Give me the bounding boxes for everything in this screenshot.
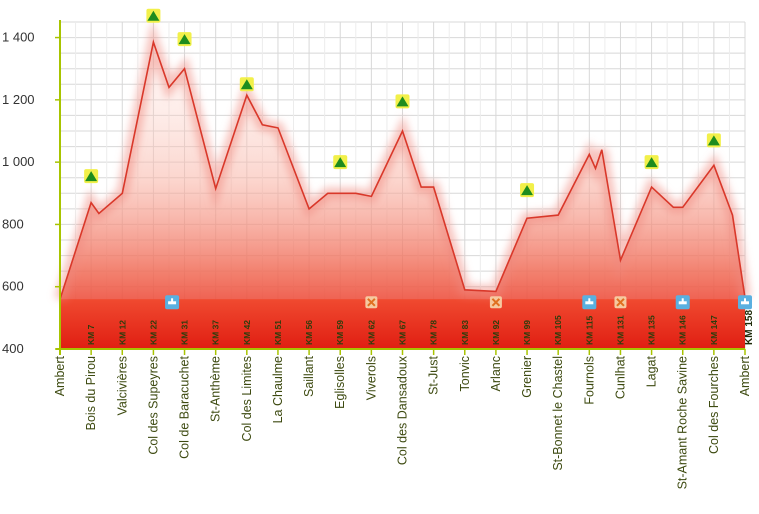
- water-tap-icon-pipe: [168, 301, 177, 305]
- category-label: Arlanc: [489, 356, 503, 391]
- km-label: KM 51: [273, 320, 283, 345]
- tools-icon-stroke: [367, 298, 376, 307]
- category-label: Ambert: [53, 355, 67, 396]
- category-label: Col de Baracuchet: [178, 355, 192, 458]
- km-label: KM 105: [553, 315, 563, 345]
- profile-fill: [60, 42, 745, 349]
- water-tap-icon-handle: [588, 298, 591, 303]
- mountain-icon: [85, 171, 98, 182]
- water-tap-icon-handle: [171, 298, 174, 303]
- tools-icon-stroke: [616, 298, 625, 307]
- category-label: Eglisolles: [333, 356, 347, 409]
- y-tick-label: 600: [2, 279, 24, 294]
- y-tick-label: 1 200: [2, 92, 35, 107]
- category-label: Col des Fourches: [707, 356, 721, 454]
- km-label: KM 42: [242, 320, 252, 345]
- y-tick-label: 400: [2, 341, 24, 356]
- category-label: St-Anthème: [209, 356, 223, 422]
- category-label: Cunlhat: [613, 355, 627, 399]
- y-tick-label: 1 400: [2, 30, 35, 45]
- km-label: KM 158: [744, 310, 755, 345]
- mountain-icon: [240, 79, 253, 90]
- mountain-icon: [707, 135, 720, 146]
- km-label: KM 99: [522, 320, 532, 345]
- tools-icon: [365, 296, 378, 309]
- water-tap-icon-handle: [744, 298, 746, 303]
- category-label: Grenier: [520, 356, 534, 398]
- water-tap-icon: [582, 295, 597, 310]
- summit-icon: [520, 183, 535, 198]
- water-tap-icon-pipe: [678, 301, 687, 305]
- km-label: KM 22: [148, 320, 158, 345]
- mountain-icon: [521, 185, 534, 196]
- km-label: KM 147: [709, 315, 719, 345]
- tools-icon: [489, 296, 502, 309]
- summit-icon: [706, 133, 721, 148]
- km-markers: KM 7 KM 12 KM 22 KM 31 KM 37 KM 42 KM 51 KM 56 K…: [86, 310, 755, 345]
- profile-line: [59, 39, 746, 300]
- route-icons: [84, 8, 752, 310]
- km-label: KM 31: [180, 320, 190, 345]
- km-label: KM 12: [117, 320, 127, 345]
- water-tap-icon-handle: [681, 298, 684, 303]
- category-label: Valcivières: [115, 356, 129, 416]
- category-label: St-Bonnet le Chastel: [551, 356, 565, 471]
- summit-icon: [333, 155, 348, 170]
- summit-icon: [644, 155, 659, 170]
- summit-icon: [84, 169, 99, 184]
- water-tap-icon: [675, 295, 690, 310]
- category-label: Fournols: [582, 356, 596, 405]
- x-axis-categories: Ambert Bois du Pirou Valcivières Col des Su…: [53, 355, 752, 489]
- category-label: Saillant: [302, 355, 316, 397]
- category-label: Tonvic: [458, 356, 472, 391]
- category-label: Viverols: [364, 356, 378, 400]
- km-label: KM 92: [491, 320, 501, 345]
- y-axis-ticks: 400 600 800 1 000 1 200 1 400: [2, 30, 60, 356]
- category-label: Col des Limites: [240, 356, 254, 441]
- category-label: La Chaulme: [271, 356, 285, 423]
- km-label: KM 146: [678, 315, 688, 345]
- category-label: St-Just: [427, 355, 441, 394]
- water-tap-icon-pipe: [741, 301, 749, 305]
- category-label: Bois du Pirou: [84, 356, 98, 430]
- km-label: KM 62: [366, 320, 376, 345]
- summit-icon: [146, 8, 161, 23]
- km-label: KM 135: [647, 315, 657, 345]
- category-label: Col des Dansadoux: [396, 355, 410, 465]
- category-label: Col des Supeyres: [146, 356, 160, 455]
- mountain-icon: [178, 34, 191, 45]
- axes: [56, 20, 746, 355]
- water-tap-icon-pipe: [585, 301, 594, 305]
- water-tap-icon: [165, 295, 180, 310]
- summit-icon: [395, 94, 410, 109]
- km-label: KM 59: [335, 320, 345, 345]
- km-label: KM 115: [584, 315, 594, 345]
- km-label: KM 131: [615, 315, 625, 345]
- mountain-icon: [396, 96, 409, 107]
- km-label: KM 56: [304, 320, 314, 345]
- km-label: KM 83: [460, 320, 470, 345]
- category-label: Ambert: [738, 355, 752, 396]
- tools-icon: [614, 296, 627, 309]
- summit-icon: [177, 32, 192, 47]
- y-tick-label: 1 000: [2, 154, 35, 169]
- category-label: Lagat: [645, 355, 659, 387]
- km-label: KM 78: [429, 320, 439, 345]
- mountain-icon: [147, 10, 160, 21]
- km-label: KM 37: [211, 320, 221, 345]
- summit-icon: [239, 77, 254, 92]
- mountain-icon: [334, 157, 347, 168]
- mountain-icon: [645, 157, 658, 168]
- y-tick-label: 800: [2, 216, 24, 231]
- km-label: KM 67: [398, 320, 408, 345]
- tools-icon-stroke: [491, 298, 501, 307]
- water-tap-icon: [738, 295, 752, 310]
- category-label: St-Amant Roche Savine: [676, 356, 690, 489]
- km-label: KM 7: [86, 324, 96, 345]
